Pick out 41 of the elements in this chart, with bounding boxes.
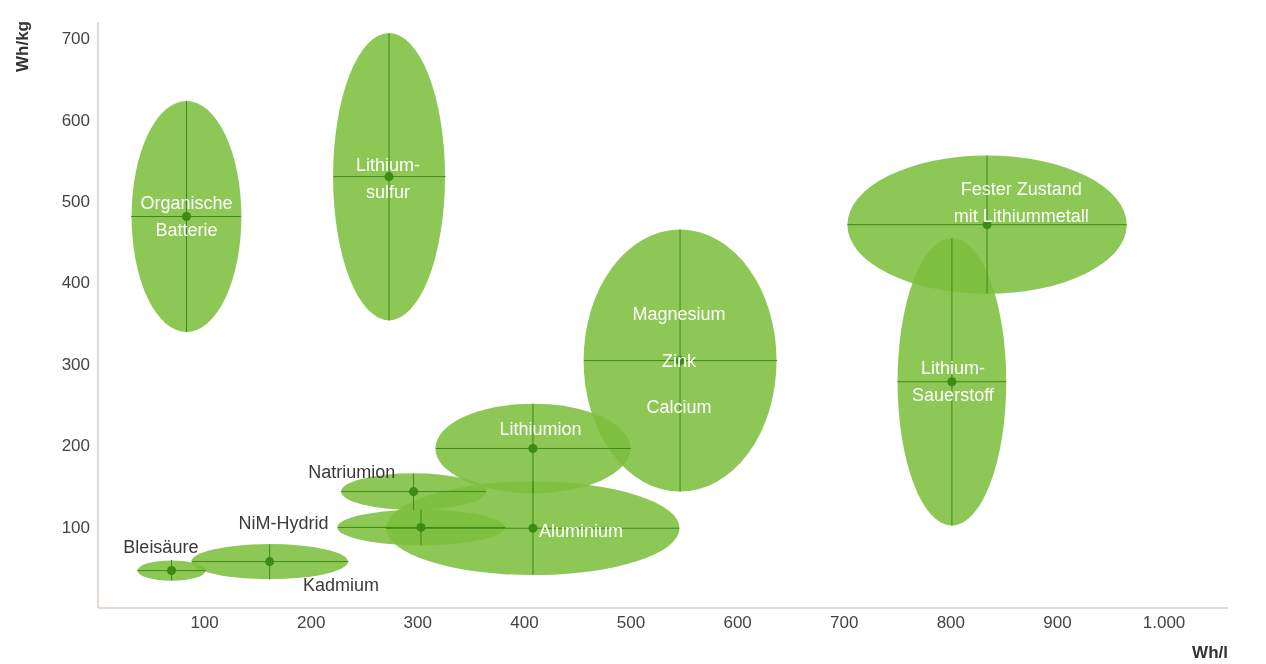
x-tick-label: 700	[830, 613, 859, 633]
point	[384, 172, 394, 182]
point	[265, 557, 275, 567]
point	[409, 487, 419, 497]
x-tick-label: 900	[1043, 613, 1072, 633]
point	[528, 443, 538, 453]
x-tick-label: 800	[936, 613, 966, 633]
annotation: Kadmium	[303, 575, 380, 596]
point	[181, 212, 191, 222]
annotation: Lithium- sulfur	[355, 154, 420, 202]
annotation: Fester Zustand mit Lithiummetall	[953, 179, 1089, 227]
x-tick-label: 100	[190, 613, 219, 633]
x-tick-label: 400	[510, 613, 539, 633]
x-tick-label: 500	[616, 613, 646, 633]
x-axis-title: Wh/l	[1192, 643, 1228, 662]
y-tick-label: 700	[61, 29, 90, 49]
annotation: Lithiumion	[499, 418, 582, 439]
point	[416, 522, 426, 532]
x-tick-label: 200	[297, 613, 326, 633]
point	[528, 523, 538, 533]
x-tick-label: 600	[723, 613, 752, 633]
annotation: Organische Batterie	[140, 193, 233, 241]
annotation: NiM-Hydrid	[238, 513, 329, 534]
point	[167, 566, 177, 576]
annotation: Bleisäure	[123, 536, 199, 557]
x-tick-label: 300	[403, 613, 432, 633]
annotation: Aluminium	[538, 521, 623, 542]
point	[947, 377, 957, 387]
annotation: Lithium- Sauerstoff	[912, 358, 995, 406]
annotation: Natriumion	[308, 462, 396, 483]
y-tick-label: 600	[61, 110, 90, 130]
annotation: Magnesium	[632, 304, 726, 325]
y-axis-title: Wh/kg	[13, 21, 33, 72]
annotation: Zink	[661, 350, 697, 371]
x-tick-label: 1.000	[1142, 613, 1186, 633]
y-tick-label: 100	[61, 517, 90, 537]
y-tick-label: 400	[61, 273, 90, 293]
y-tick-label: 300	[61, 354, 90, 374]
annotation: Calcium	[646, 396, 712, 417]
y-tick-label: 200	[61, 436, 90, 456]
y-tick-label: 500	[61, 192, 90, 212]
